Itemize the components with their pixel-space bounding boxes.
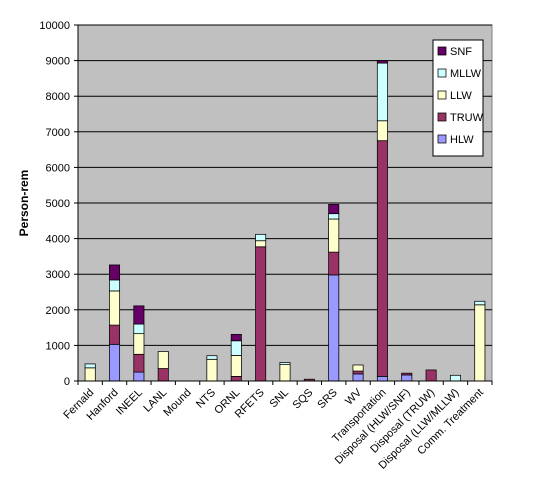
bar-segment-snf — [376, 60, 388, 64]
bar-segment-llw — [109, 290, 121, 326]
y-tick-label: 6000 — [46, 162, 70, 174]
y-tick-label: 9000 — [46, 56, 70, 68]
bar-segment-truw — [109, 324, 121, 345]
legend-label-llw: LLW — [450, 90, 472, 102]
bar-segment-truw — [401, 372, 413, 376]
bar-segment-llw — [157, 351, 169, 369]
bar-segment-mllw — [474, 300, 486, 306]
bar-segment-truw — [255, 246, 267, 382]
axes — [74, 24, 493, 385]
y-tick-label: 4000 — [46, 234, 70, 246]
legend-label-truw: TRUW — [450, 112, 484, 124]
y-tick-label: 3000 — [46, 269, 70, 281]
bar-segment-llw — [84, 367, 96, 382]
bar-segment-llw — [206, 358, 218, 382]
y-tick-label: 5000 — [46, 198, 70, 210]
bar-segment-llw — [352, 364, 364, 372]
bar-segment-mllw — [255, 233, 267, 242]
legend-label-snf: SNF — [450, 46, 472, 58]
bar-segment-truw — [133, 353, 145, 373]
legend-swatch-mllw — [437, 68, 447, 78]
legend-label-mllw: MLLW — [450, 68, 482, 80]
bar-segment-mllw — [376, 62, 388, 122]
legend: SNF MLLW LLW TRUW HLW — [432, 39, 484, 157]
legend-swatch-truw — [437, 112, 447, 122]
y-tick-label: 1000 — [46, 340, 70, 352]
y-tick-labels: 0 1000 2000 3000 4000 5000 6000 7000 8000 9000 100… — [39, 20, 70, 388]
bar-segment-truw — [376, 140, 388, 377]
bar-segment-llw — [133, 333, 145, 355]
bar-segment-truw — [328, 251, 340, 276]
bar-segment-snf — [109, 264, 121, 281]
bar-segment-hlw — [133, 371, 145, 382]
bar-segment-llw — [255, 240, 267, 248]
bar-segment-mllw — [279, 362, 291, 365]
bar-segment-llw — [328, 218, 340, 253]
bar-segment-mllw — [206, 355, 218, 360]
bar-segment-snf — [133, 305, 145, 325]
bar-segment-mllw — [133, 323, 145, 335]
y-tick-label: 0 — [64, 376, 70, 388]
y-tick-label: 2000 — [46, 305, 70, 317]
legend-swatch-snf — [437, 46, 447, 56]
bar-segment-llw — [279, 364, 291, 382]
bar-segment-mllw — [328, 213, 340, 220]
y-tick-label: 7000 — [46, 127, 70, 139]
bar-segment-hlw — [401, 374, 413, 382]
bar-segment-mllw — [84, 363, 96, 369]
bar-segment-mllw — [449, 374, 461, 382]
bar-segment-truw — [352, 370, 364, 375]
legend-swatch-hlw — [437, 134, 447, 144]
legend-swatch-llw — [437, 90, 447, 100]
bar-segment-hlw — [328, 274, 340, 382]
bar-segment-snf — [230, 333, 242, 342]
bar-segment-llw — [474, 304, 486, 382]
y-tick-label: 8000 — [46, 91, 70, 103]
bar-segment-truw — [230, 375, 242, 382]
y-tick-label: 10000 — [39, 20, 70, 32]
bar-segment-hlw — [376, 375, 388, 382]
bar-segment-mllw — [230, 340, 242, 356]
bar-segment-llw — [376, 120, 388, 142]
bar-segment-truw — [157, 368, 169, 382]
bar-segment-mllw — [109, 279, 121, 292]
y-axis-label: Person-rem — [17, 170, 31, 237]
bars — [84, 60, 486, 382]
legend-label-hlw: HLW — [450, 134, 474, 146]
bar-segment-hlw — [352, 373, 364, 382]
bar-segment-truw — [425, 369, 437, 382]
bar-segment-hlw — [109, 343, 121, 382]
bar-segment-llw — [230, 354, 242, 377]
grid-lines — [78, 24, 492, 346]
bar-segment-snf — [328, 204, 340, 215]
